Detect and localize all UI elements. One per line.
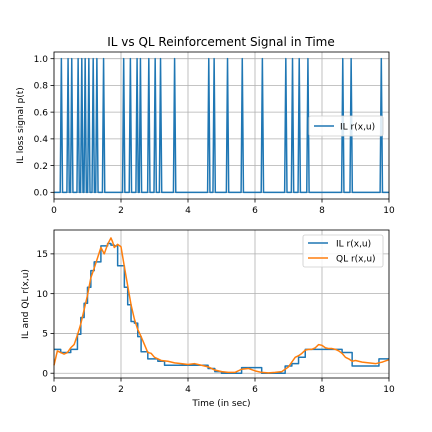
bottom-ytick-label-3: 15 — [37, 250, 48, 260]
bottom-legend-label-ql: QL r(x,u) — [336, 255, 376, 265]
top-xtick-label-2: 4 — [185, 206, 191, 216]
top-xtick-label-5: 10 — [383, 206, 395, 216]
bottom-ytick-label-2: 10 — [37, 290, 49, 300]
bottom-xtick-label-5: 10 — [383, 385, 395, 395]
top-xtick-label-3: 6 — [252, 206, 258, 216]
top-xtick-label-1: 2 — [118, 206, 124, 216]
bottom-xtick-label-4: 8 — [319, 385, 325, 395]
top-ytick-label-4: 0.8 — [34, 82, 49, 92]
top-ytick-label-3: 0.6 — [34, 108, 49, 118]
top-chart-frame — [53, 51, 390, 200]
top-chart-ticks: 0 2 4 6 8 10 0.0 0.2 0.4 0.6 0.8 1.0 — [34, 55, 395, 216]
bottom-xtick-label-1: 2 — [118, 385, 124, 395]
bottom-chart-ticks: 0 2 4 6 8 10 0 5 10 15 — [37, 250, 395, 395]
top-ytick-label-5: 1.0 — [34, 55, 49, 65]
top-chart-grid — [53, 52, 390, 199]
bottom-chart-xlabel: Time (in sec) — [191, 399, 250, 409]
top-chart-title: IL vs QL Reinforcement Signal in Time — [107, 35, 334, 49]
bottom-xtick-label-3: 6 — [252, 385, 258, 395]
top-ytick-label-1: 0.2 — [34, 162, 48, 172]
bottom-chart-series — [53, 237, 390, 374]
bottom-xtick-label-0: 0 — [51, 385, 57, 395]
top-chart-series — [54, 57, 389, 194]
bottom-chart-ylabel: IL and QL r(x,u) — [21, 269, 31, 339]
top-ytick-label-2: 0.4 — [34, 135, 49, 145]
bottom-xtick-label-2: 4 — [185, 385, 191, 395]
top-legend-label-il: IL r(x,u) — [340, 123, 375, 133]
bottom-series-ql-line — [53, 237, 390, 374]
bottom-legend-label-il: IL r(x,u) — [336, 240, 371, 250]
top-xtick-label-4: 8 — [319, 206, 325, 216]
top-series-il-line — [54, 57, 389, 194]
bottom-chart-legend: IL r(x,u) QL r(x,u) — [302, 234, 384, 268]
bottom-chart-frame — [53, 229, 390, 379]
top-chart-panel: IL vs QL Reinforcement Signal in Time 0 2… — [16, 35, 395, 216]
bottom-chart-panel: 0 2 4 6 8 10 0 5 10 15 IL and QL r(x,u) Time (in … — [21, 229, 395, 409]
top-ytick-label-0: 0.0 — [34, 189, 49, 199]
top-chart-ylabel: IL loss signal p(t) — [16, 87, 26, 164]
top-chart-legend: IL r(x,u) — [308, 115, 384, 137]
top-legend-box — [308, 115, 384, 137]
top-xtick-label-0: 0 — [51, 206, 57, 216]
bottom-ytick-label-0: 0 — [42, 369, 48, 379]
bottom-ytick-label-1: 5 — [42, 330, 48, 340]
bottom-series-il-line — [54, 242, 389, 374]
